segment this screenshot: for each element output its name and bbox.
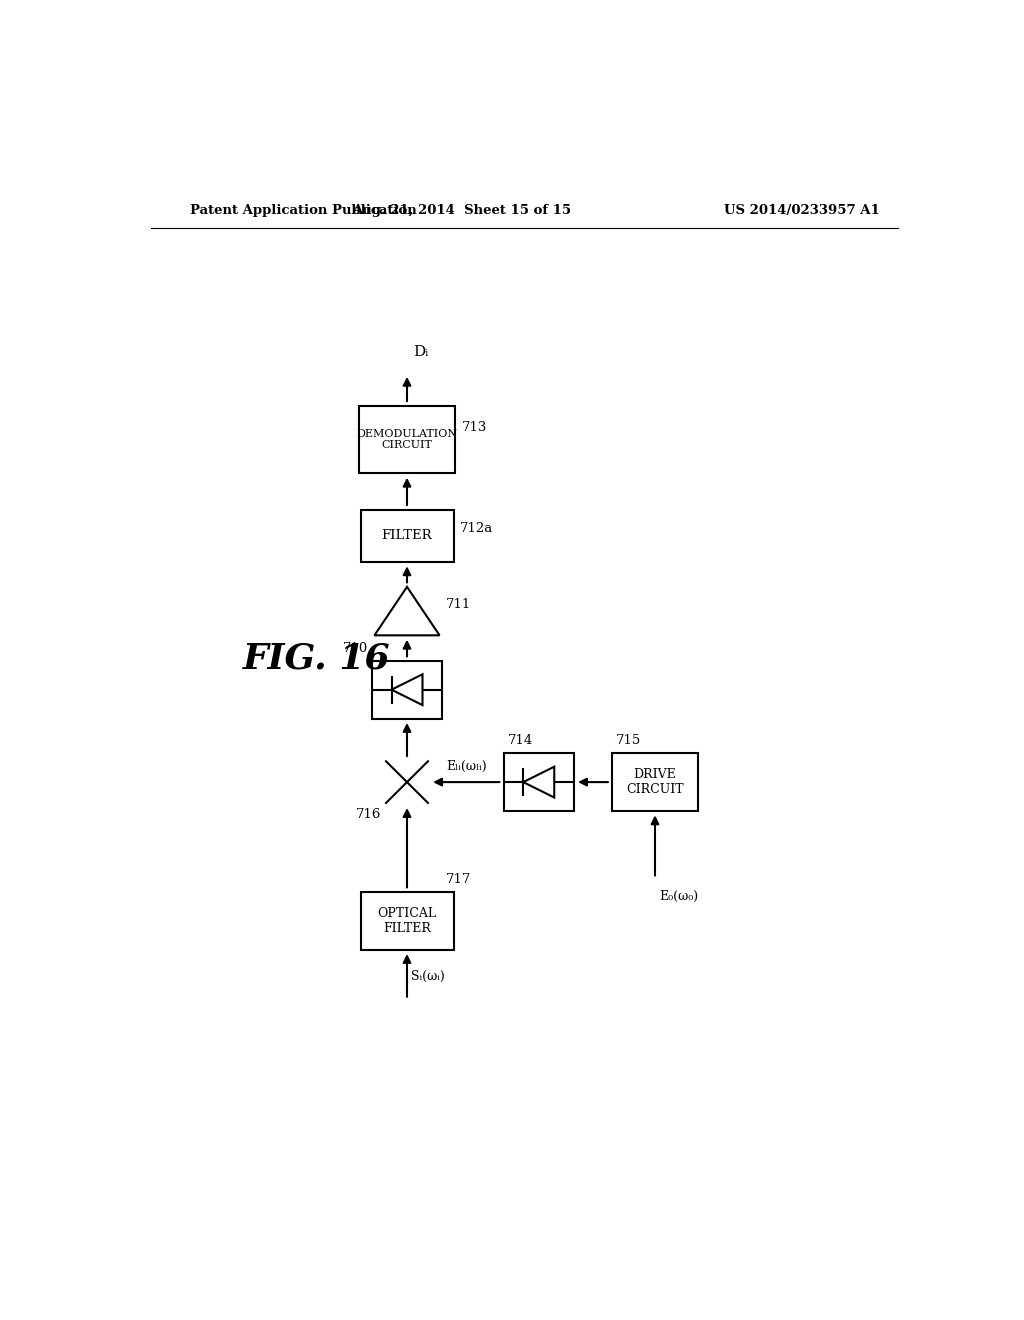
- Bar: [372, 661, 442, 718]
- Text: FIG. 16: FIG. 16: [243, 642, 390, 676]
- Bar: [358, 405, 456, 474]
- Text: 711: 711: [445, 598, 471, 611]
- Bar: [612, 754, 697, 810]
- Text: OPTICAL
FILTER: OPTICAL FILTER: [378, 907, 436, 935]
- Text: US 2014/0233957 A1: US 2014/0233957 A1: [724, 205, 880, 218]
- Text: E₀(ω₀): E₀(ω₀): [658, 890, 698, 903]
- Text: DRIVE
CIRCUIT: DRIVE CIRCUIT: [627, 768, 684, 796]
- Bar: [360, 510, 454, 562]
- Text: Sᵢ(ωᵢ): Sᵢ(ωᵢ): [411, 970, 444, 983]
- Text: 714: 714: [508, 734, 534, 747]
- Text: 710: 710: [343, 642, 369, 655]
- Bar: [360, 892, 454, 949]
- Text: 716: 716: [356, 808, 381, 821]
- Text: Dᵢ: Dᵢ: [414, 345, 428, 359]
- Text: Aug. 21, 2014  Sheet 15 of 15: Aug. 21, 2014 Sheet 15 of 15: [351, 205, 570, 218]
- Text: 715: 715: [616, 734, 641, 747]
- Text: 713: 713: [462, 421, 487, 434]
- Text: FILTER: FILTER: [382, 529, 432, 543]
- Text: Eₗᵢ(ωₗᵢ): Eₗᵢ(ωₗᵢ): [446, 760, 486, 774]
- Text: Patent Application Publication: Patent Application Publication: [190, 205, 417, 218]
- Text: DEMODULATION
CIRCUIT: DEMODULATION CIRCUIT: [356, 429, 458, 450]
- Text: 712a: 712a: [460, 521, 493, 535]
- Bar: [504, 754, 573, 810]
- Text: 717: 717: [445, 873, 471, 886]
